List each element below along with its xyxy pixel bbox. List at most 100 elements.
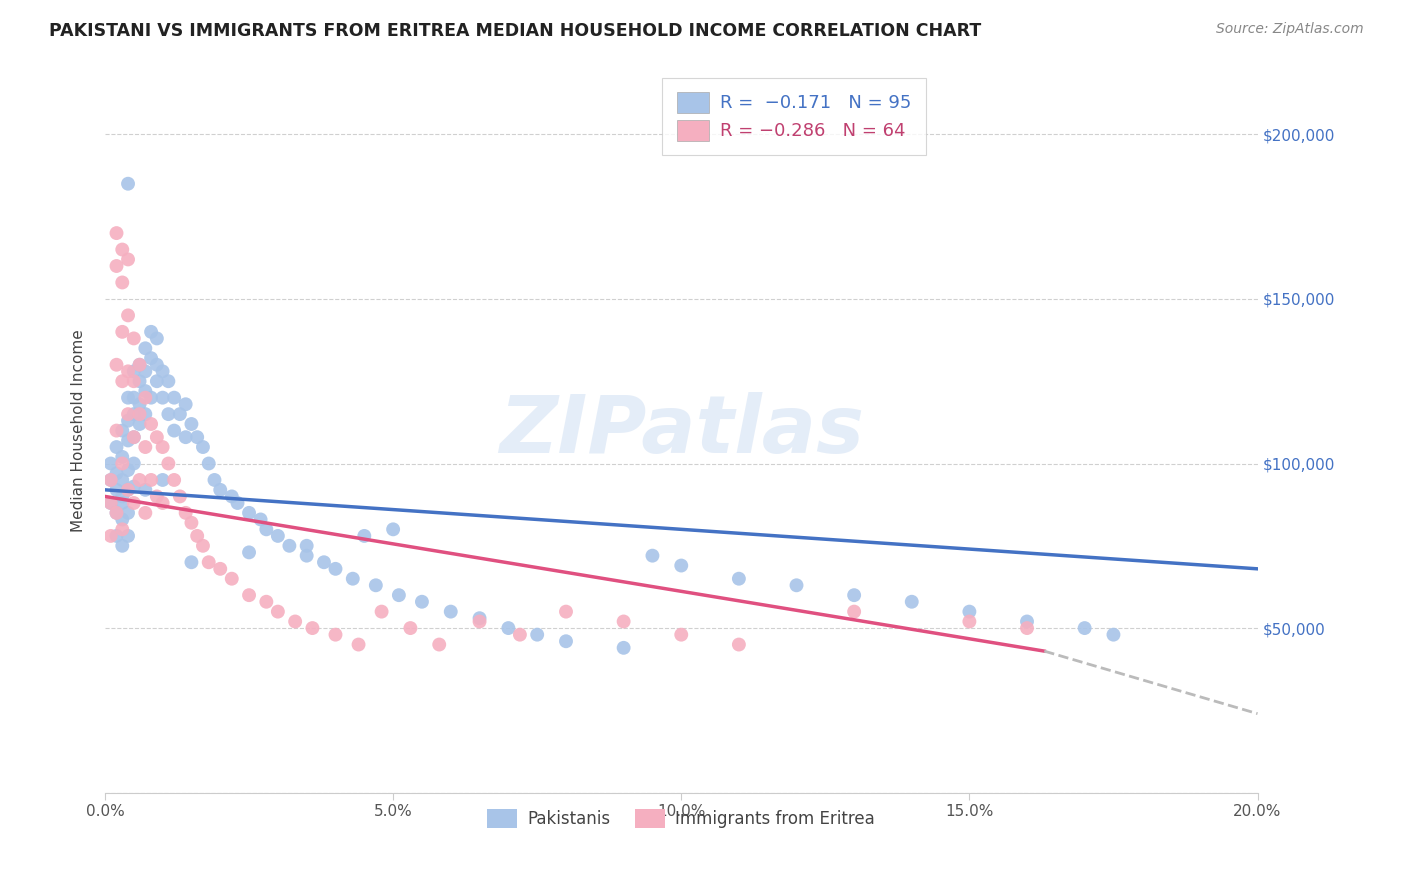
Point: [134, 407, 156, 421]
Point: [1015, 615, 1038, 629]
Point: [468, 611, 491, 625]
Point: [671, 558, 693, 573]
Point: [122, 374, 145, 388]
Point: [364, 578, 387, 592]
Point: [325, 562, 347, 576]
Point: [157, 407, 180, 421]
Point: [128, 407, 150, 421]
Point: [122, 331, 145, 345]
Point: [267, 529, 290, 543]
Point: [128, 358, 150, 372]
Point: [134, 341, 156, 355]
Point: [122, 407, 145, 421]
Point: [111, 490, 134, 504]
Point: [117, 177, 139, 191]
Point: [221, 572, 243, 586]
Point: [786, 578, 808, 592]
Point: [134, 440, 156, 454]
Point: [191, 539, 214, 553]
Point: [122, 479, 145, 493]
Point: [111, 450, 134, 464]
Point: [163, 473, 186, 487]
Point: [295, 549, 318, 563]
Point: [399, 621, 422, 635]
Point: [105, 440, 128, 454]
Point: [174, 506, 197, 520]
Point: [100, 496, 122, 510]
Point: [186, 430, 208, 444]
Point: [267, 605, 290, 619]
Y-axis label: Median Household Income: Median Household Income: [72, 329, 86, 532]
Point: [117, 529, 139, 543]
Point: [174, 430, 197, 444]
Point: [117, 414, 139, 428]
Point: [613, 640, 636, 655]
Point: [100, 529, 122, 543]
Point: [388, 588, 411, 602]
Point: [122, 457, 145, 471]
Point: [105, 424, 128, 438]
Point: [105, 226, 128, 240]
Point: [111, 325, 134, 339]
Point: [146, 374, 169, 388]
Point: [254, 595, 277, 609]
Point: [122, 496, 145, 510]
Point: [117, 483, 139, 497]
Point: [111, 512, 134, 526]
Point: [900, 595, 922, 609]
Point: [325, 628, 347, 642]
Point: [105, 506, 128, 520]
Point: [146, 331, 169, 345]
Point: [238, 506, 260, 520]
Point: [526, 628, 548, 642]
Point: [301, 621, 323, 635]
Point: [105, 506, 128, 520]
Point: [191, 440, 214, 454]
Point: [555, 634, 578, 648]
Point: [100, 473, 122, 487]
Point: [152, 440, 174, 454]
Point: [134, 384, 156, 398]
Point: [111, 276, 134, 290]
Point: [641, 549, 664, 563]
Point: [117, 309, 139, 323]
Point: [105, 529, 128, 543]
Point: [111, 522, 134, 536]
Point: [122, 430, 145, 444]
Point: [1102, 628, 1125, 642]
Point: [382, 522, 405, 536]
Point: [117, 483, 139, 497]
Point: [111, 243, 134, 257]
Point: [957, 605, 980, 619]
Point: [117, 364, 139, 378]
Point: [128, 358, 150, 372]
Point: [555, 605, 578, 619]
Point: [509, 628, 531, 642]
Point: [163, 424, 186, 438]
Point: [249, 512, 271, 526]
Point: [957, 615, 980, 629]
Point: [238, 545, 260, 559]
Point: [174, 397, 197, 411]
Legend: Pakistanis, Immigrants from Eritrea: Pakistanis, Immigrants from Eritrea: [481, 803, 882, 835]
Point: [122, 430, 145, 444]
Point: [105, 259, 128, 273]
Point: [209, 562, 232, 576]
Point: [111, 539, 134, 553]
Point: [427, 638, 450, 652]
Point: [440, 605, 463, 619]
Point: [139, 351, 162, 366]
Point: [157, 457, 180, 471]
Point: [295, 539, 318, 553]
Point: [139, 325, 162, 339]
Text: Source: ZipAtlas.com: Source: ZipAtlas.com: [1216, 22, 1364, 37]
Point: [728, 638, 751, 652]
Point: [157, 374, 180, 388]
Point: [468, 615, 491, 629]
Point: [226, 496, 249, 510]
Point: [111, 473, 134, 487]
Point: [613, 615, 636, 629]
Point: [117, 407, 139, 421]
Point: [728, 572, 751, 586]
Point: [134, 364, 156, 378]
